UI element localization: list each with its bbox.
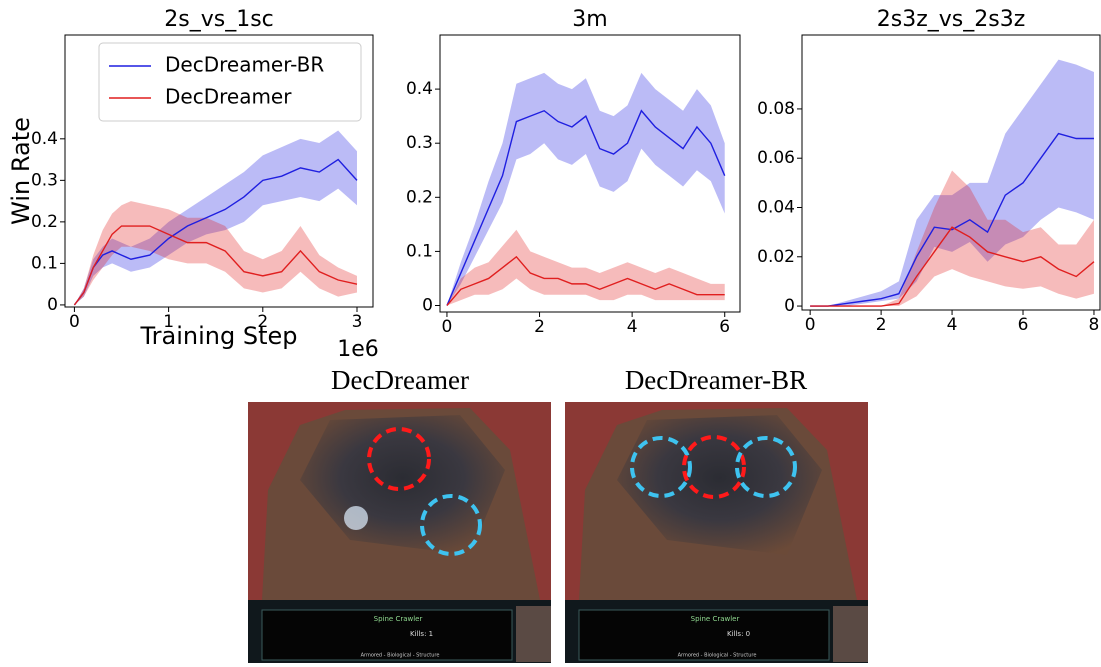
creep [617, 415, 822, 555]
plot-area [73, 130, 358, 306]
chart: 3m 0 2 4 6 0 0.1 0.2 0.3 0.4 [406, 7, 741, 337]
screenshot: DecDreamer-BR Spine Crawler Kills: 0 Arm… [565, 365, 868, 663]
series-line [446, 255, 725, 306]
y-tick-label: 0.08 [757, 99, 795, 119]
y-tick-label: 0.4 [31, 129, 58, 149]
x-tick-label: 0 [69, 312, 80, 332]
hud-kills: Kills: 0 [727, 630, 750, 638]
y-tick-label: 0.3 [406, 133, 433, 153]
x-tick-label: 0 [805, 315, 816, 335]
x-tick-label: 1 [163, 312, 174, 332]
confidence-band [446, 229, 725, 306]
hud-attributes: Armored - Biological - Structure [678, 653, 757, 659]
hud-unit: Spine Crawler [691, 615, 740, 623]
y-tick-label: 0.3 [31, 170, 58, 190]
portrait [516, 606, 551, 662]
agent-circle [630, 436, 692, 498]
axes-frame [439, 34, 741, 313]
x-tick-label: 6 [1018, 315, 1029, 335]
y-tick-label: 0.2 [406, 187, 433, 207]
series-line [73, 225, 358, 306]
chart-title: 2s_vs_1sc [164, 7, 274, 32]
y-axis-label: Win Rate [7, 117, 35, 225]
chart-title: 3m [572, 7, 607, 32]
y-tick-label: 0.1 [406, 241, 433, 261]
y-tick-label: 0.2 [31, 212, 58, 232]
hud-panel [261, 609, 513, 661]
x-tick-label: 4 [947, 315, 958, 335]
series-line [73, 158, 358, 306]
x-tick-label: 2 [534, 317, 545, 337]
y-tick-label: 0.06 [757, 148, 795, 168]
series-line [810, 226, 1095, 307]
confidence-band [810, 59, 1094, 307]
y-tick-label: 0.4 [406, 79, 433, 99]
x-tick-label: 2 [876, 315, 887, 335]
x-tick-label: 8 [1089, 315, 1100, 335]
legend-label: DecDreamer-BR [165, 53, 324, 77]
series-line [810, 132, 1094, 307]
legend-label: DecDreamer [165, 85, 292, 109]
plot-area [446, 72, 726, 306]
y-tick-label: 0 [784, 296, 795, 316]
x-tick-label: 0 [442, 317, 453, 337]
confidence-band [446, 72, 725, 306]
axes-frame [64, 34, 374, 308]
series-line [446, 109, 726, 306]
y-tick-label: 0.02 [757, 247, 795, 267]
x-tick-label: 6 [719, 317, 730, 337]
hud-panel [578, 609, 830, 661]
portrait [833, 606, 868, 662]
confidence-band [74, 201, 357, 305]
y-tick-label: 0.1 [31, 253, 58, 273]
y-tick-label: 0.04 [757, 197, 795, 217]
chart-title: 2s3z_vs_2s3z [877, 7, 1026, 32]
effect [344, 506, 368, 530]
x-tick-label: 2 [257, 312, 268, 332]
x-tick-label: 3 [352, 312, 363, 332]
confidence-band [810, 170, 1094, 307]
legend-box [98, 42, 362, 122]
screenshot-title: DecDreamer-BR [625, 365, 807, 395]
x-tick-label: 4 [627, 317, 638, 337]
y-tick-label: 0 [422, 296, 433, 316]
chart: 2s3z_vs_2s3z 0 2 4 6 8 0 0.02 0.04 0.06 0.08 [757, 7, 1101, 335]
enemy-circle [682, 435, 746, 499]
x-axis-label: Training Step [140, 322, 298, 350]
hud-kills: Kills: 1 [410, 630, 433, 638]
y-tick-label: 0 [47, 295, 58, 315]
agent-circle [420, 494, 482, 556]
axes-frame [801, 34, 1101, 311]
screenshot: DecDreamer Spine Crawler Kills: 1 Armore… [248, 365, 551, 663]
enemy-circle [367, 427, 431, 491]
plot-area [810, 59, 1095, 307]
agent-circle [735, 436, 797, 498]
x-offset-label: 1e6 [337, 337, 379, 362]
hud-attributes: Armored - Biological - Structure [361, 653, 440, 659]
hud-unit: Spine Crawler [374, 615, 423, 623]
screenshot-title: DecDreamer [331, 365, 469, 395]
